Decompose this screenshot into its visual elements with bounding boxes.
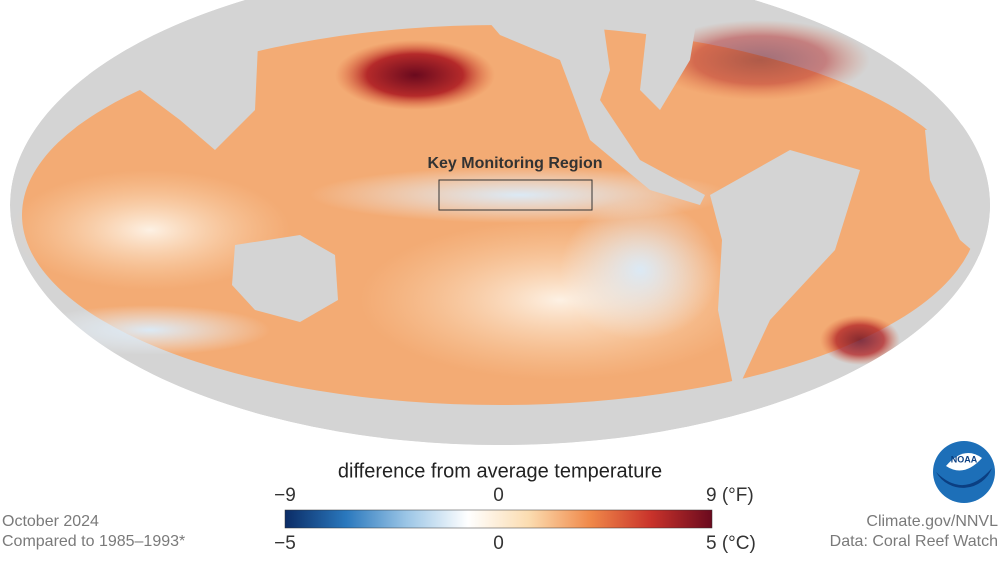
baseline: Compared to 1985–1993* xyxy=(2,533,185,550)
anomaly-area xyxy=(650,20,870,100)
legend-title: difference from average temperature xyxy=(338,460,662,482)
tick-label: 0 xyxy=(493,485,504,506)
credit: Climate.gov/NNVL xyxy=(866,513,998,530)
noaa-logo: NOAA xyxy=(933,441,995,503)
anomaly-area xyxy=(560,200,720,340)
tick-label: −9 xyxy=(274,485,296,506)
land xyxy=(710,150,860,395)
logo-text: NOAA xyxy=(951,454,978,464)
monitoring-box xyxy=(438,179,593,211)
tick-label: 9 (°F) xyxy=(706,485,754,506)
colorbar xyxy=(284,509,713,529)
anomaly-area xyxy=(335,40,495,110)
tick-label: −5 xyxy=(274,533,296,554)
source: Data: Coral Reef Watch xyxy=(830,533,998,550)
anomaly-area xyxy=(820,315,900,365)
land xyxy=(925,120,990,270)
annotation: Key Monitoring Region xyxy=(427,155,602,172)
land xyxy=(470,0,705,205)
logo-circle xyxy=(933,441,995,503)
land xyxy=(640,0,700,110)
colorbar-ticks: −9 0 9 (°F) −5 0 5 (°C) xyxy=(274,485,756,554)
logo-wave xyxy=(936,468,992,488)
logo-gull xyxy=(946,453,982,471)
anomaly-area xyxy=(10,170,290,290)
tick-label: 0 xyxy=(493,533,504,554)
date: October 2024 xyxy=(2,513,99,530)
anomaly-area xyxy=(30,305,270,355)
land xyxy=(232,235,338,322)
tick-label: 5 (°C) xyxy=(706,533,756,554)
